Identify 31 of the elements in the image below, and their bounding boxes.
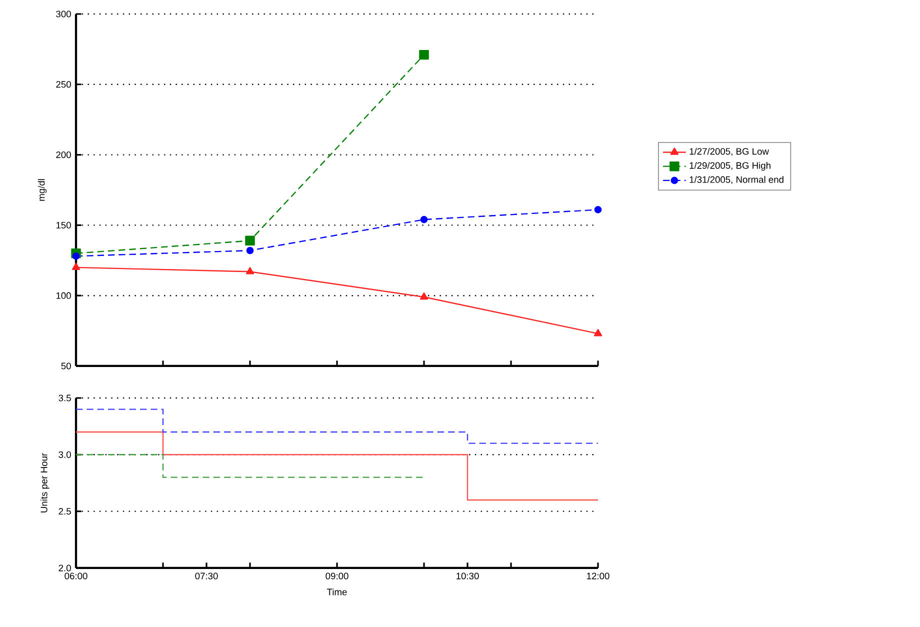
point xyxy=(419,50,429,60)
y-tick-label: 3.5 xyxy=(58,394,71,402)
point xyxy=(72,252,80,260)
y-tick-label: 3.0 xyxy=(58,451,71,458)
x-tick-label: 06:00 xyxy=(64,572,88,580)
x-tick-label: 12:00 xyxy=(587,572,610,580)
y-tick-label: 50 xyxy=(61,362,71,370)
point xyxy=(594,329,602,336)
x-tick-label: 07:30 xyxy=(195,572,218,580)
y-tick-label: 250 xyxy=(56,81,71,88)
x-axis-title: Time xyxy=(327,588,347,596)
y-axis-title: mg/dl xyxy=(38,179,47,201)
x-tick-label: 10:30 xyxy=(456,572,479,580)
y-tick-label: 2.5 xyxy=(58,508,71,515)
y-tick-label: 100 xyxy=(56,292,71,299)
point xyxy=(72,262,80,270)
y-tick-label: 300 xyxy=(56,10,71,18)
point xyxy=(594,206,602,214)
point xyxy=(246,267,254,274)
point xyxy=(245,236,255,246)
y-tick-label: 2.0 xyxy=(58,564,71,572)
point xyxy=(246,246,254,254)
point xyxy=(420,216,428,224)
legend-label: 1/31/2005, Normal end xyxy=(690,176,784,184)
x-tick-label: 09:00 xyxy=(326,572,348,580)
y-axis-title: Units per Hour xyxy=(40,453,50,512)
y-tick-label: 150 xyxy=(56,222,71,228)
point xyxy=(420,292,428,300)
y-tick-label: 200 xyxy=(56,151,71,158)
legend-label: 1/27/2005, BG Low xyxy=(690,148,769,156)
legend-label: 1/29/2005, BG High xyxy=(690,162,770,171)
